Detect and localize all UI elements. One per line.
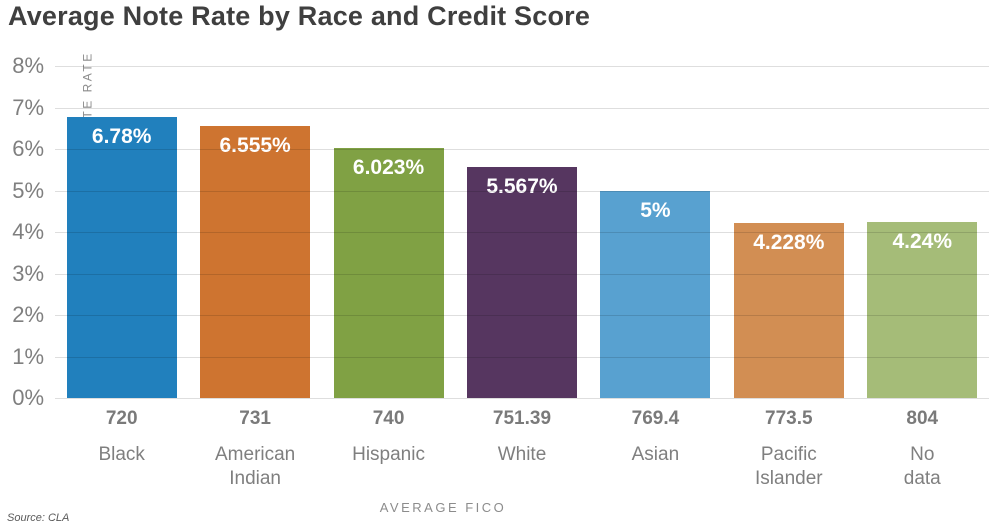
bar-white: 5.567% — [466, 166, 577, 398]
bar-asian: 5% — [600, 190, 711, 398]
fico-tick-label: 740 — [372, 408, 405, 429]
y-tick-label: 0% — [12, 385, 44, 410]
y-tick-label: 3% — [12, 260, 44, 286]
gridline-8% — [55, 66, 989, 67]
x-label-slot: 769.4 Asian — [589, 400, 722, 491]
fico-tick-label: 773.5 — [765, 408, 813, 429]
bar-value-label: 6.78% — [91, 124, 152, 148]
y-axis-tick-labels: 8% 7% 6% 5% 4% 3% 2% 1% 0% — [0, 53, 50, 410]
gridline-5% — [55, 190, 989, 192]
plot-area: 6.78% 6.555% 6.023% 5.567% 5% 4.228% 4.24% — [55, 66, 989, 399]
x-label-slot: 773.5 Pacific Islander — [722, 400, 855, 491]
gridline-6% — [55, 149, 989, 150]
chart-title: Average Note Rate by Race and Credit Sco… — [8, 1, 591, 31]
x-axis-title: AVERAGE FICO — [379, 500, 507, 515]
y-tick-label: 4% — [12, 219, 44, 244]
x-label-slot: 740 Hispanic — [322, 400, 455, 491]
category-label: American Indian — [215, 444, 296, 489]
bar-slot: 6.023% — [322, 66, 455, 398]
x-label-slot: 804 No data — [856, 400, 989, 491]
x-axis-labels: 720 Black 731 American Indian 740 Hispanic 751… — [55, 400, 989, 491]
x-label-slot: 720 Black — [55, 400, 188, 491]
y-tick-label: 7% — [12, 94, 44, 120]
category-label: No data — [903, 444, 941, 489]
fico-tick-label: 804 — [906, 408, 939, 429]
x-label-slot: 751.39 White — [455, 400, 588, 491]
gridline-1% — [55, 356, 989, 358]
gridline-4% — [55, 232, 989, 233]
y-tick-label: 6% — [12, 136, 44, 161]
bar-slot: 5.567% — [455, 66, 588, 398]
gridline-3% — [55, 273, 989, 275]
category-label: Pacific Islander — [755, 444, 823, 489]
bar-value-label: 6.023% — [352, 156, 425, 180]
gridline-0% — [55, 398, 989, 399]
gridline-7% — [55, 107, 989, 109]
y-tick-label: 1% — [12, 343, 44, 369]
fico-tick-label: 720 — [105, 408, 138, 429]
y-tick-label: 5% — [12, 177, 44, 203]
y-tick-label: 8% — [12, 53, 44, 78]
bar-american-indian: 6.555% — [200, 125, 311, 398]
fico-tick-label: 751.39 — [492, 408, 552, 429]
y-tick-label: 2% — [12, 302, 44, 327]
source-note: Source: CLA — [7, 512, 70, 524]
x-label-slot: 731 American Indian — [188, 400, 321, 491]
bar-slot: 5% — [589, 66, 722, 398]
bar-value-label: 6.555% — [219, 133, 291, 157]
bar-slot: 4.24% — [856, 66, 989, 398]
category-label: Black — [98, 444, 145, 465]
bar-no-data: 4.24% — [867, 222, 978, 398]
category-label: White — [497, 444, 547, 465]
bar-value-label: 5% — [640, 198, 671, 222]
bar-black: 6.78% — [66, 116, 177, 398]
bar-value-label: 4.228% — [753, 230, 825, 254]
bar-hispanic: 6.023% — [333, 148, 444, 398]
fico-tick-label: 769.4 — [631, 408, 680, 429]
bar-pacific-islander: 4.228% — [733, 222, 844, 398]
bar-value-label: 4.24% — [892, 230, 952, 254]
gridline-2% — [55, 315, 989, 316]
bar-value-label: 5.567% — [486, 174, 558, 198]
bars-container: 6.78% 6.555% 6.023% 5.567% 5% 4.228% 4.24% — [55, 66, 989, 398]
fico-tick-label: 731 — [239, 408, 271, 429]
category-label: Asian — [631, 444, 680, 465]
bar-slot: 6.555% — [188, 66, 321, 398]
category-label: Hispanic — [352, 444, 425, 465]
bar-slot: 4.228% — [722, 66, 855, 398]
bar-slot: 6.78% — [55, 66, 188, 398]
